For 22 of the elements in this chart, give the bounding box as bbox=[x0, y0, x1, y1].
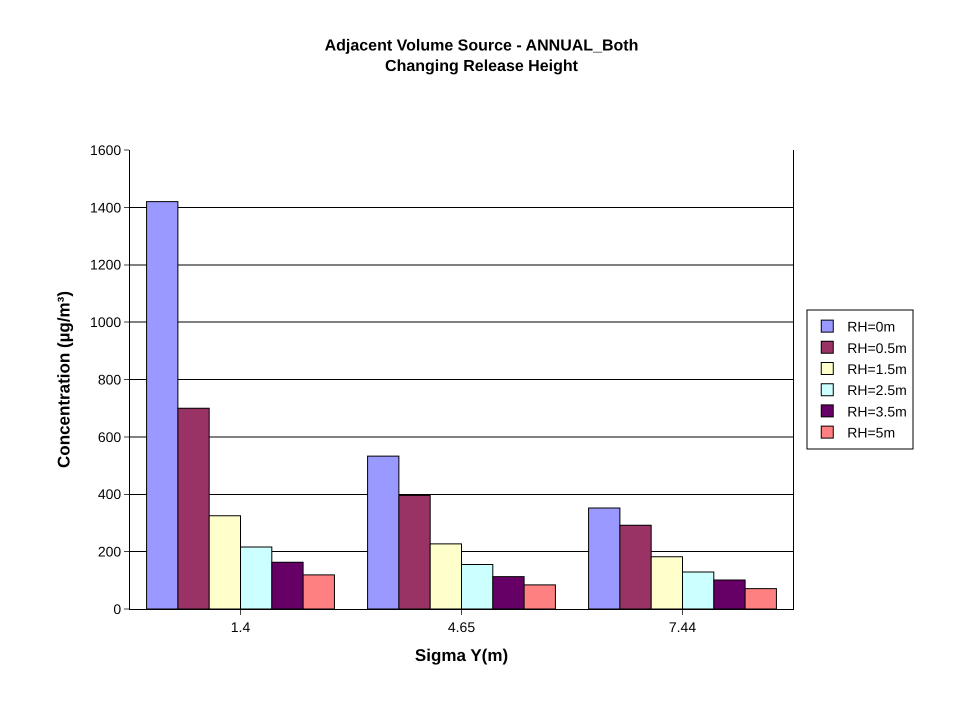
y-tick-label: 1400 bbox=[90, 199, 122, 216]
legend-label: RH=2.5m bbox=[847, 382, 907, 398]
y-tick-label: 200 bbox=[98, 544, 122, 560]
chart-title: Adjacent Volume Source - ANNUAL_Both bbox=[324, 37, 638, 54]
y-tick-label: 600 bbox=[98, 428, 122, 445]
x-tick-label: 4.65 bbox=[448, 618, 476, 635]
x-axis-title: Sigma Y(m) bbox=[414, 646, 508, 666]
legend-label: RH=0m bbox=[847, 318, 896, 335]
y-tick-label: 1600 bbox=[90, 142, 122, 158]
x-tick-label: 1.4 bbox=[230, 618, 250, 635]
y-tick-label: 800 bbox=[98, 371, 122, 388]
y-axis-title: Concentration (µg/m³) bbox=[54, 291, 74, 468]
y-tick-label: 0 bbox=[113, 600, 122, 617]
legend-label: RH=3.5m bbox=[847, 403, 907, 420]
y-tick-label: 400 bbox=[98, 486, 122, 502]
x-tick-label: 7.44 bbox=[668, 618, 696, 635]
legend-label: RH=1.5m bbox=[847, 360, 907, 377]
y-tick-label: 1000 bbox=[90, 314, 122, 330]
chart-subtitle: Changing Release Height bbox=[385, 58, 579, 76]
legend-label: RH=0.5m bbox=[847, 340, 907, 356]
y-tick-label: 1200 bbox=[90, 256, 122, 273]
legend-label: RH=5m bbox=[847, 424, 896, 441]
